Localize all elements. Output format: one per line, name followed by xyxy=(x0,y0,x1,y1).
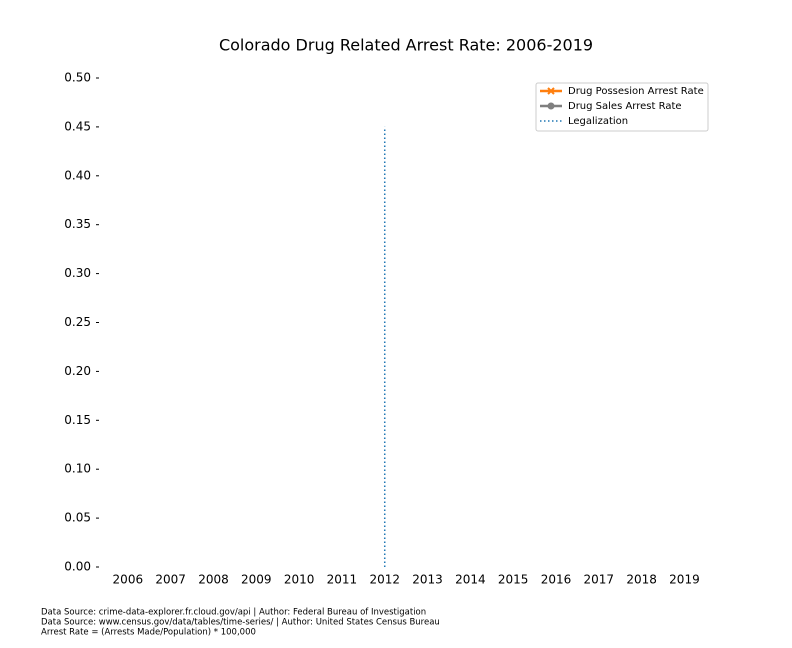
note: Data Source: www.census.gov/data/tables/… xyxy=(41,618,440,628)
y-tick-label: 0.05 xyxy=(64,511,91,525)
y-tick-label: 0.35 xyxy=(64,217,91,231)
y-tick-label: 0.50 xyxy=(64,71,91,85)
x-tick-label: 2010 xyxy=(284,573,315,587)
legend-label: Legalization xyxy=(568,116,628,127)
x-tick-label: 2015 xyxy=(498,573,529,587)
x-tick-label: 2016 xyxy=(541,573,572,587)
note: Arrest Rate = (Arrests Made/Population) … xyxy=(41,628,256,638)
x-tick-label: 2019 xyxy=(669,573,700,587)
y-tick-label: 0.30 xyxy=(64,266,91,280)
x-tick-label: 2008 xyxy=(198,573,229,587)
legend-box xyxy=(535,82,709,132)
y-tick-label: 0.00 xyxy=(64,560,91,574)
x-tick-label: 2009 xyxy=(241,573,272,587)
note: Data Source: crime-data-explorer.fr.clou… xyxy=(41,608,426,618)
chart-title: Colorado Drug Related Arrest Rate: 2006-… xyxy=(219,36,593,55)
x-tick-label: 2011 xyxy=(327,573,358,587)
legend-marker xyxy=(547,102,555,110)
x-tick-label: 2006 xyxy=(113,573,144,587)
x-tick-label: 2017 xyxy=(584,573,615,587)
x-tick-label: 2014 xyxy=(455,573,486,587)
x-tick-label: 2007 xyxy=(155,573,186,587)
y-tick-label: 0.25 xyxy=(64,315,91,329)
x-tick-label: 2012 xyxy=(369,573,400,587)
y-tick-label: 0.40 xyxy=(64,168,91,182)
y-tick-label: 0.10 xyxy=(64,462,91,476)
y-tick-label: 0.15 xyxy=(64,413,91,427)
y-tick-label: 0.20 xyxy=(64,364,91,378)
legend-label: Drug Possesion Arrest Rate xyxy=(568,86,704,97)
legend-marker xyxy=(547,87,555,95)
y-tick-label: 0.45 xyxy=(64,119,91,133)
legend-label: Drug Sales Arrest Rate xyxy=(568,101,682,112)
x-tick-label: 2013 xyxy=(412,573,443,587)
x-tick-label: 2018 xyxy=(626,573,657,587)
